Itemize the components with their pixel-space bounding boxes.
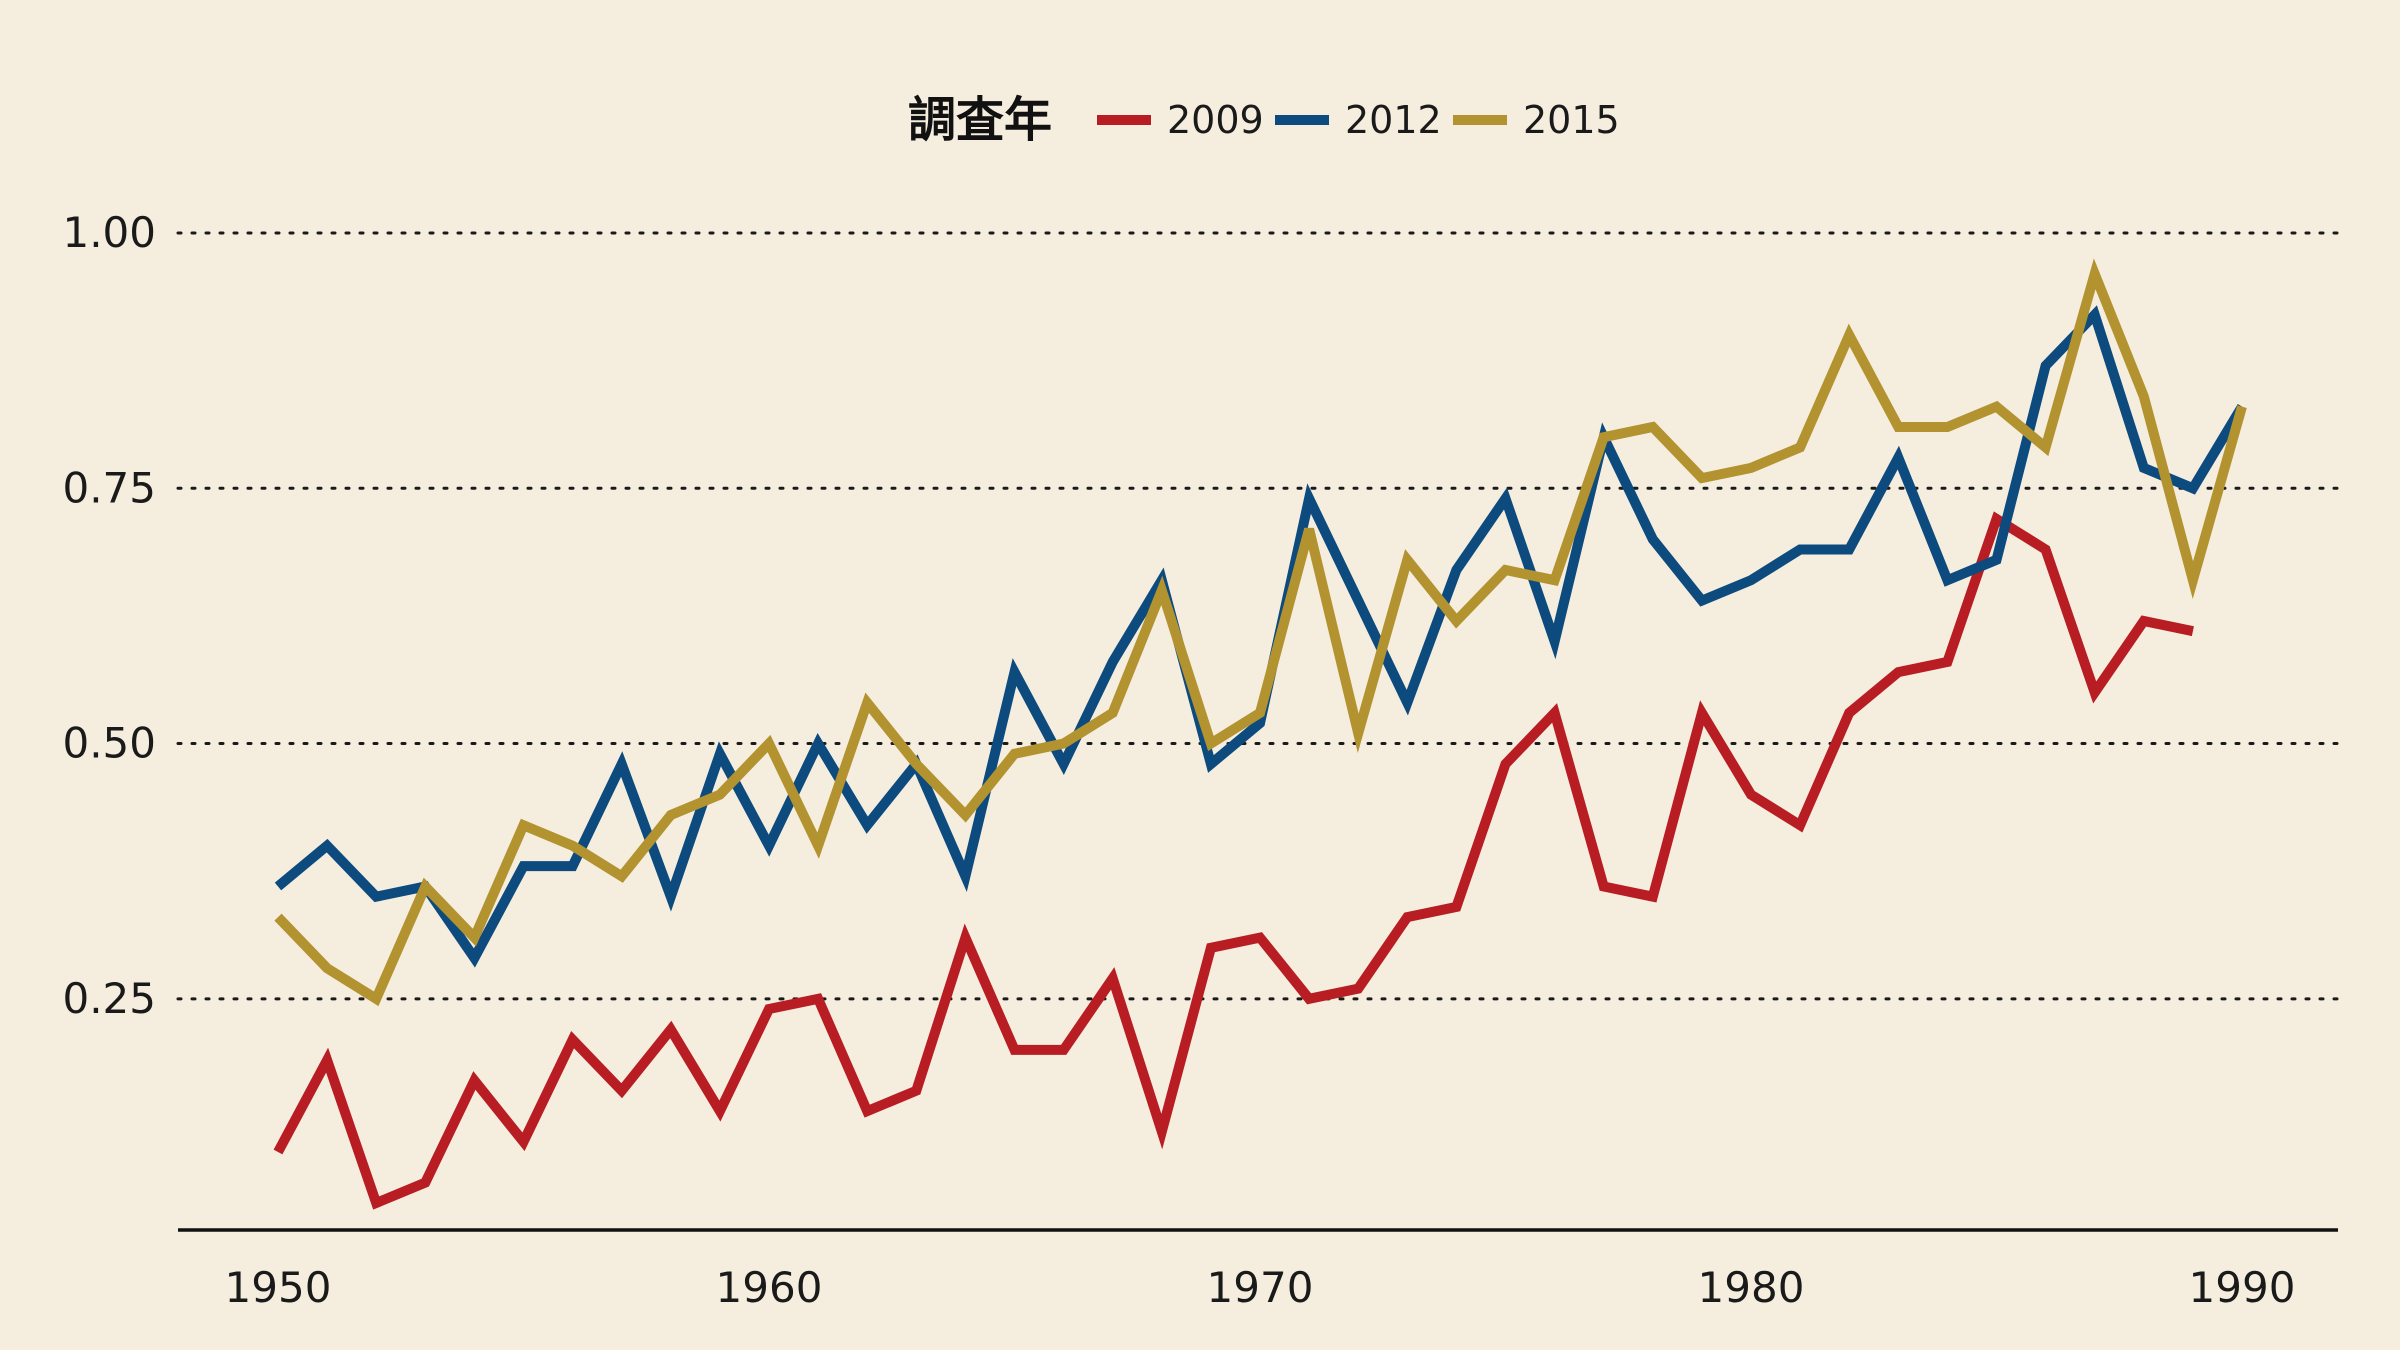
gridlines bbox=[176, 231, 2340, 1001]
y-tick-label: 0.25 bbox=[62, 974, 156, 1023]
series-line-2012 bbox=[274, 305, 2247, 968]
legend: 調査年 2009 2012 2015 bbox=[908, 92, 1620, 148]
y-tick-label: 0.50 bbox=[62, 719, 156, 768]
x-axis-tick-labels: 1950 1960 1970 1980 1990 bbox=[225, 1263, 2296, 1312]
y-tick-label: 1.00 bbox=[62, 208, 156, 257]
legend-label-2012: 2012 bbox=[1345, 98, 1442, 142]
x-tick-label: 1970 bbox=[1207, 1263, 1314, 1312]
series-lines bbox=[273, 258, 2247, 1210]
series-line-2009 bbox=[273, 511, 2194, 1210]
x-tick-label: 1950 bbox=[225, 1263, 332, 1312]
series-line-2015 bbox=[274, 258, 2247, 1007]
legend-label-2009: 2009 bbox=[1167, 98, 1264, 142]
y-tick-label: 0.75 bbox=[62, 463, 156, 512]
x-tick-label: 1960 bbox=[716, 1263, 823, 1312]
y-axis-tick-labels: 0.25 0.50 0.75 1.00 bbox=[62, 208, 156, 1023]
x-tick-label: 1990 bbox=[2189, 1263, 2296, 1312]
legend-title: 調査年 bbox=[908, 92, 1052, 148]
legend-label-2015: 2015 bbox=[1523, 98, 1620, 142]
x-tick-label: 1980 bbox=[1698, 1263, 1805, 1312]
